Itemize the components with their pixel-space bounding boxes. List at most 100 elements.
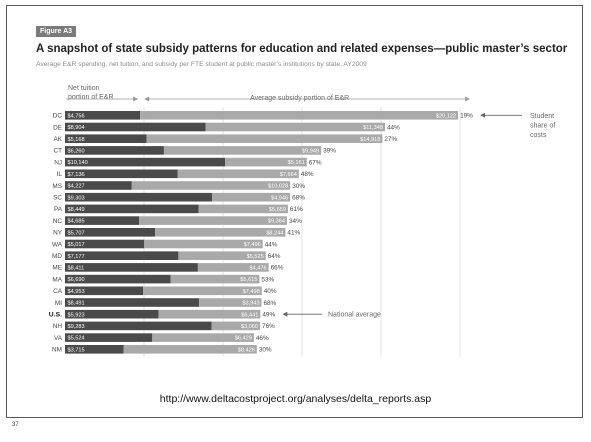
student-share-label: 27% [384, 136, 397, 143]
student-share-label: 19% [460, 113, 473, 120]
subsidy-value-label: $10,028 [268, 184, 288, 190]
net-tuition-bar [65, 181, 132, 190]
net-tuition-bar [65, 157, 226, 167]
student-share-annotation: share of [530, 122, 555, 129]
net-tuition-value-label: $7,136 [68, 172, 85, 178]
subsidy-bar [163, 146, 322, 155]
state-label: CA [53, 288, 63, 295]
net-tuition-value-label: $7,177 [68, 254, 85, 260]
state-label: SC [53, 195, 62, 202]
header-net-tuition: Net tuition portion of E&R [68, 84, 114, 102]
subsidy-bar [140, 111, 459, 120]
net-tuition-bar [65, 192, 212, 202]
student-share-label: 68% [292, 195, 305, 202]
student-share-label: 68% [263, 300, 276, 307]
net-tuition-value-label: $5,707 [68, 230, 85, 236]
net-tuition-bar [65, 111, 141, 120]
header-net-tuition-line1: Net tuition [68, 85, 100, 92]
subsidy-bar [131, 181, 291, 190]
net-tuition-bar [65, 204, 199, 214]
subsidy-bar [197, 263, 269, 272]
net-tuition-bar [65, 146, 164, 155]
net-tuition-value-label: $9,283 [68, 324, 85, 330]
subsidy-bar [158, 309, 261, 319]
student-share-label: 41% [287, 230, 300, 237]
net-tuition-bar [65, 169, 178, 179]
subsidy-value-label: $7,496 [244, 242, 261, 248]
net-tuition-value-label: $8,411 [68, 266, 85, 272]
subsidy-bar [123, 345, 257, 354]
student-share-label: 44% [265, 241, 278, 248]
subsidy-value-label: $4,476 [250, 266, 267, 272]
source-url[interactable]: http://www.deltacostproject.org/analyses… [159, 393, 432, 405]
net-tuition-value-label: $4,227 [68, 184, 85, 190]
subsidy-value-label: $6,429 [235, 336, 252, 342]
subsidy-bar [170, 274, 260, 284]
state-label: ME [52, 265, 62, 272]
subsidy-bar [177, 169, 299, 179]
student-share-label: 48% [301, 171, 314, 178]
subsidy-value-label: $5,659 [269, 207, 286, 213]
subsidy-value-label: $14,918 [360, 137, 380, 143]
subsidy-value-label: $4,946 [271, 195, 288, 201]
state-label: NJ [54, 159, 62, 166]
net-tuition-bar [65, 239, 145, 249]
national-average-annotation: National average [328, 312, 381, 319]
subsidy-value-label: $3,060 [241, 324, 258, 330]
subsidy-value-label: $11,348 [363, 125, 383, 131]
subsidy-value-label: $7,498 [243, 289, 260, 295]
net-tuition-bar [65, 228, 156, 237]
net-tuition-bar [65, 286, 144, 296]
subsidy-bar [143, 286, 262, 296]
student-share-label: 64% [268, 253, 281, 260]
subsidy-value-label: $20,122 [436, 113, 456, 119]
net-tuition-bar [65, 298, 200, 307]
annotation-arrow-icon [282, 311, 288, 317]
net-tuition-value-label: $8,904 [68, 125, 85, 131]
student-share-label: 67% [309, 159, 322, 166]
subsidy-value-label: $9,364 [268, 219, 285, 225]
net-tuition-value-label: $5,168 [68, 137, 85, 143]
net-tuition-value-label: $3,715 [68, 347, 85, 353]
net-tuition-value-label: $4,953 [68, 289, 85, 295]
state-label: AK [53, 136, 62, 143]
figure-tag: Figure A3 [36, 26, 77, 37]
net-tuition-value-label: $5,017 [68, 242, 85, 248]
subsidy-value-label: $6,441 [241, 312, 258, 318]
subsidy-bar [199, 298, 262, 307]
subsidy-value-label: $5,525 [247, 254, 264, 260]
subsidy-value-label: $9,949 [302, 149, 319, 155]
net-tuition-value-label: $6,260 [68, 149, 85, 155]
state-label: CT [53, 148, 62, 155]
subsidy-bar [146, 134, 383, 143]
subsidy-bar [152, 333, 254, 342]
net-tuition-value-label: $5,524 [68, 336, 85, 342]
student-share-annotation: costs [530, 132, 547, 139]
net-tuition-bar [65, 134, 147, 143]
subsidy-bar [139, 216, 287, 225]
student-share-label: 49% [262, 312, 275, 319]
subsidy-bar [198, 204, 288, 214]
student-share-label: 44% [387, 124, 400, 131]
student-share-label: 40% [264, 288, 277, 295]
net-tuition-value-label: $10,140 [68, 160, 88, 166]
student-share-label: 46% [256, 335, 269, 342]
net-tuition-bar [65, 321, 212, 331]
subsidy-bar [211, 192, 291, 202]
student-share-label: 53% [261, 276, 274, 283]
state-label: MD [52, 253, 62, 260]
net-tuition-value-label: $5,923 [68, 312, 85, 318]
subsidy-value-label: $7,664 [280, 172, 297, 178]
chart-subtitle: Average E&R spending, net tuition, and s… [36, 61, 367, 68]
header-subsidy: Average subsidy portion of E&R [247, 95, 353, 102]
net-tuition-bar [65, 122, 206, 132]
student-share-label: 39% [323, 148, 336, 155]
net-tuition-value-label: $9,303 [68, 195, 85, 201]
state-label: U.S. [49, 312, 62, 319]
net-tuition-bar [65, 251, 179, 260]
net-tuition-bar [65, 274, 171, 284]
subsidy-value-label: $8,244 [266, 230, 283, 236]
student-share-label: 30% [292, 183, 305, 190]
net-tuition-value-label: $6,690 [68, 277, 85, 283]
subsidy-bar [211, 321, 261, 331]
